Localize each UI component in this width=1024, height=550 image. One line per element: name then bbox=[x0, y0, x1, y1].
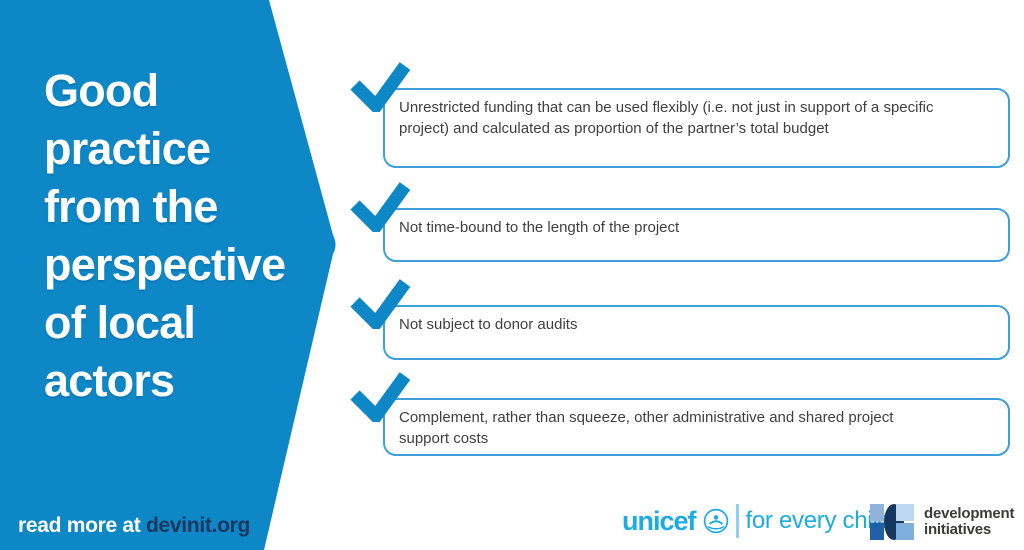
checklist-item-text: Unrestricted funding that can be used fl… bbox=[399, 99, 934, 137]
read-more-footer: read more at devinit.org bbox=[18, 514, 250, 538]
development-initiatives-logo: development initiatives bbox=[870, 504, 1015, 540]
title-line: Good bbox=[44, 65, 159, 116]
blue-arrow-panel-shape bbox=[0, 0, 336, 550]
di-name-line: development bbox=[924, 505, 1015, 522]
checklist-item: Unrestricted funding that can be used fl… bbox=[383, 88, 1010, 168]
checklist-item-text: Not subject to donor audits bbox=[399, 316, 578, 333]
unicef-tagline: for every child bbox=[745, 507, 891, 534]
logo-divider bbox=[735, 504, 739, 538]
check-icon bbox=[350, 62, 411, 112]
page-title: Good practice from the perspective of lo… bbox=[44, 62, 286, 410]
devinit-link[interactable]: devinit.org bbox=[146, 514, 251, 537]
unicef-emblem-icon bbox=[703, 508, 728, 534]
check-icon bbox=[350, 372, 411, 422]
development-initiatives-name: development initiatives bbox=[924, 505, 1015, 538]
title-line: from the bbox=[44, 181, 218, 232]
check-icon bbox=[350, 182, 411, 232]
unicef-wordmark: unicef bbox=[622, 505, 697, 536]
checklist-item-text: Not time-bound to the length of the proj… bbox=[399, 219, 680, 236]
checklist-item: Not time-bound to the length of the proj… bbox=[383, 208, 1010, 262]
title-line: perspective bbox=[44, 239, 286, 290]
footer-text: read more at bbox=[18, 514, 146, 537]
title-line: practice bbox=[44, 123, 211, 174]
development-initiatives-mark-icon bbox=[870, 504, 914, 540]
title-line: actors bbox=[44, 355, 175, 406]
title-line: of local bbox=[44, 297, 196, 348]
checklist-item: Not subject to donor audits bbox=[383, 305, 1010, 360]
checklist-item: Complement, rather than squeeze, other a… bbox=[383, 398, 1010, 456]
check-icon bbox=[350, 279, 411, 329]
di-name-line: initiatives bbox=[924, 521, 991, 538]
unicef-logo: unicef for every child bbox=[622, 501, 891, 541]
checklist-item-text: Complement, rather than squeeze, other a… bbox=[399, 409, 894, 447]
